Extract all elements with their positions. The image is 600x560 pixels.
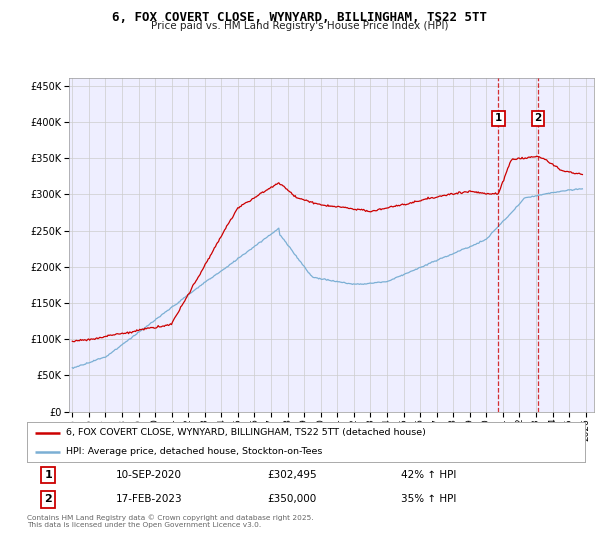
Text: 2: 2	[44, 494, 52, 505]
Text: Contains HM Land Registry data © Crown copyright and database right 2025.
This d: Contains HM Land Registry data © Crown c…	[27, 514, 314, 528]
Text: £350,000: £350,000	[267, 494, 316, 505]
Text: 17-FEB-2023: 17-FEB-2023	[116, 494, 183, 505]
Text: 35% ↑ HPI: 35% ↑ HPI	[401, 494, 456, 505]
Text: £302,495: £302,495	[267, 470, 317, 480]
Text: 6, FOX COVERT CLOSE, WYNYARD, BILLINGHAM, TS22 5TT: 6, FOX COVERT CLOSE, WYNYARD, BILLINGHAM…	[113, 11, 487, 24]
Text: 42% ↑ HPI: 42% ↑ HPI	[401, 470, 456, 480]
Text: 1: 1	[44, 470, 52, 480]
Text: 10-SEP-2020: 10-SEP-2020	[116, 470, 182, 480]
Text: 6, FOX COVERT CLOSE, WYNYARD, BILLINGHAM, TS22 5TT (detached house): 6, FOX COVERT CLOSE, WYNYARD, BILLINGHAM…	[66, 428, 426, 437]
Text: 2: 2	[535, 113, 542, 123]
Text: Price paid vs. HM Land Registry's House Price Index (HPI): Price paid vs. HM Land Registry's House …	[151, 21, 449, 31]
Text: HPI: Average price, detached house, Stockton-on-Tees: HPI: Average price, detached house, Stoc…	[66, 447, 322, 456]
Text: 1: 1	[494, 113, 502, 123]
